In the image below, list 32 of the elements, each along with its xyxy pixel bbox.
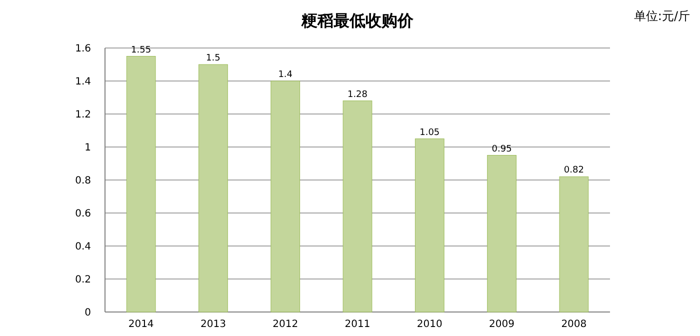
x-tick-label: 2011	[344, 319, 370, 330]
y-tick-label: 0.2	[75, 274, 91, 286]
x-tick-label: 2012	[272, 319, 298, 330]
bar	[559, 176, 589, 312]
data-label: 1.28	[347, 90, 368, 100]
y-tick-label: 1.4	[75, 76, 91, 88]
y-tick-label: 0	[84, 308, 91, 318]
data-label: 0.95	[492, 144, 512, 154]
text: 单位:元/斤	[634, 9, 690, 23]
bar	[342, 100, 372, 312]
x-tick-label: 2009	[489, 319, 515, 330]
y-tick-label: 1.6	[75, 44, 91, 54]
chart-title: 粳稻最低收购价	[300, 11, 414, 30]
y-tick-label: 0.6	[75, 208, 91, 220]
data-label: 1.4	[278, 70, 293, 80]
bar	[126, 56, 156, 312]
bar	[414, 138, 444, 312]
data-label: 1.5	[206, 54, 220, 64]
x-tick-label: 2013	[200, 319, 226, 330]
data-label: 1.55	[131, 45, 152, 56]
bar	[487, 155, 516, 312]
bar	[198, 64, 228, 312]
y-tick-label: 0.4	[75, 242, 91, 252]
bar	[270, 80, 300, 312]
data-label: 1.05	[420, 128, 440, 138]
x-tick-label: 2010	[416, 319, 442, 330]
y-tick-label: 1.2	[75, 110, 91, 120]
x-tick-label: 2014	[128, 319, 154, 330]
y-tick-label: 1	[84, 142, 91, 154]
x-tick-label: 2008	[561, 319, 587, 330]
data-label: 0.82	[564, 166, 584, 176]
y-tick-label: 0.8	[75, 176, 91, 186]
